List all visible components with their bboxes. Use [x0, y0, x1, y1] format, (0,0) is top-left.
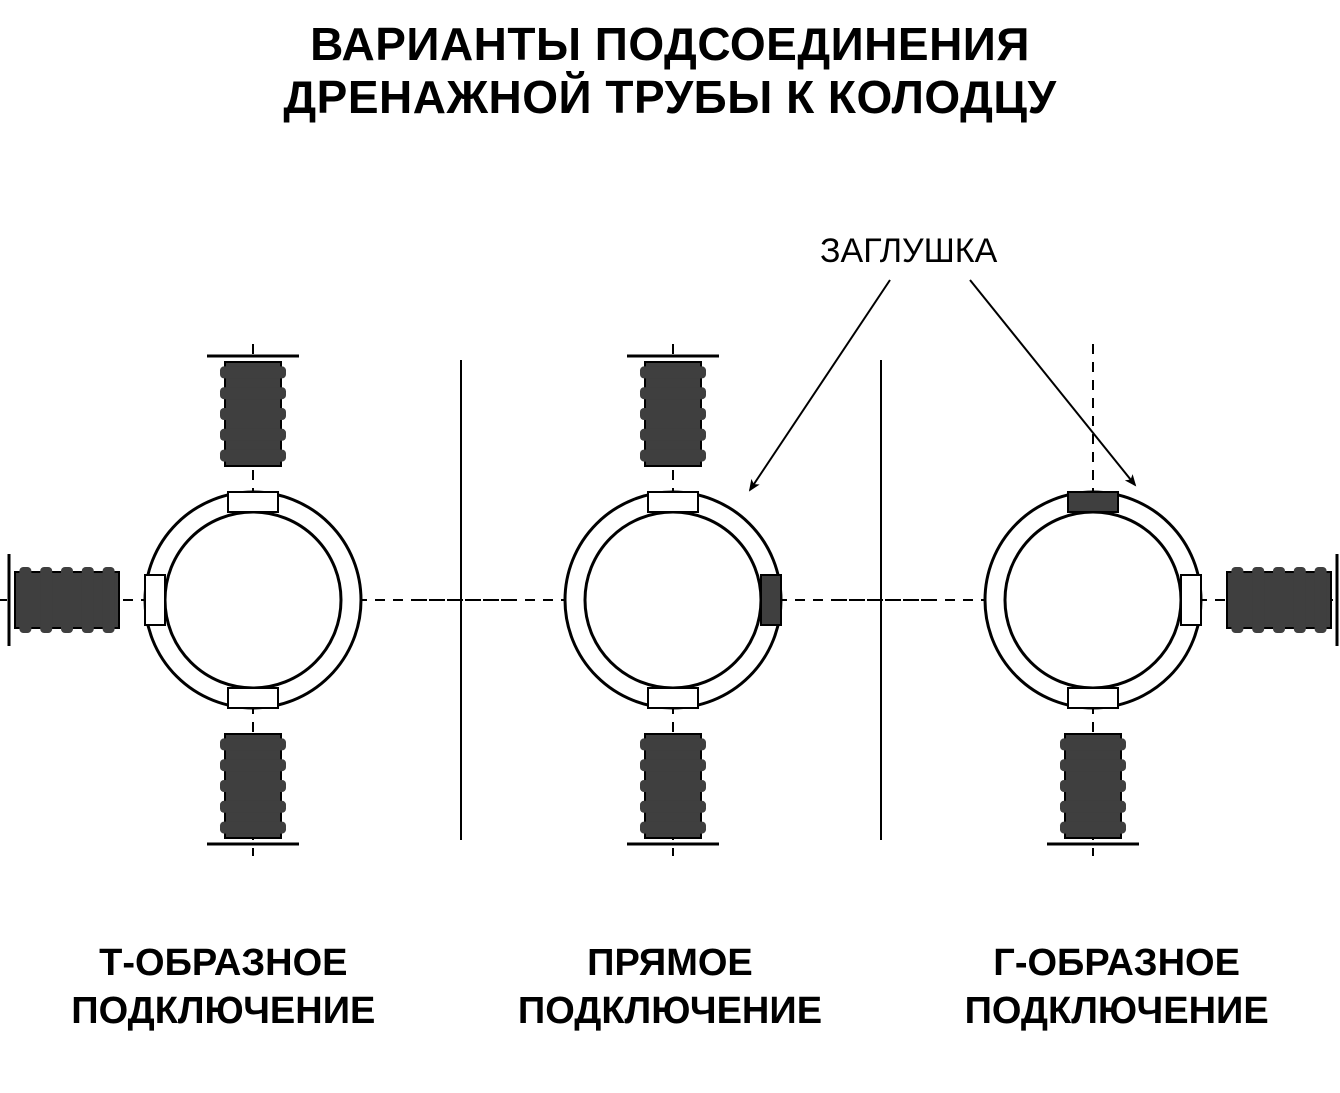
well-outer-ring: [145, 492, 361, 708]
port: [1181, 575, 1201, 625]
pipe-rib: [640, 450, 706, 462]
caption-straight: ПРЯМОЕ ПОДКЛЮЧЕНИЕ: [518, 940, 822, 1035]
pipe-rib: [1294, 567, 1306, 633]
caption-t-line1: Т-ОБРАЗНОЕ: [99, 942, 347, 984]
pipe-rib: [220, 450, 286, 462]
pipe-rib: [640, 387, 706, 399]
pipe-rib: [640, 780, 706, 792]
caption-g-line1: Г-ОБРАЗНОЕ: [993, 942, 1240, 984]
pipe-rib: [640, 429, 706, 441]
callout-arrow: [750, 280, 890, 490]
pipe-rib: [640, 738, 706, 750]
pipe-rib: [220, 408, 286, 420]
caption-t-line2: ПОДКЛЮЧЕНИЕ: [71, 990, 375, 1032]
pipe-rib: [1060, 822, 1126, 834]
pipe-rib: [640, 801, 706, 813]
page: ВАРИАНТЫ ПОДСОЕДИНЕНИЯ ДРЕНАЖНОЙ ТРУБЫ К…: [0, 0, 1340, 1093]
pipe-rib: [1231, 567, 1243, 633]
pipe-rib: [1273, 567, 1285, 633]
caption-g: Г-ОБРАЗНОЕ ПОДКЛЮЧЕНИЕ: [965, 940, 1269, 1035]
port: [228, 492, 278, 512]
plug: [1068, 492, 1118, 512]
pipe-rib: [220, 366, 286, 378]
pipe-rib: [1252, 567, 1264, 633]
pipe-rib: [640, 759, 706, 771]
port: [648, 492, 698, 512]
pipe-rib: [640, 822, 706, 834]
pipe-rib: [220, 429, 286, 441]
caption-straight-line2: ПОДКЛЮЧЕНИЕ: [518, 990, 822, 1032]
pipe-rib: [640, 408, 706, 420]
pipe-rib: [19, 567, 31, 633]
pipe-rib: [1060, 801, 1126, 813]
pipe-rib: [40, 567, 52, 633]
well-outer-ring: [985, 492, 1201, 708]
pipe-rib: [220, 822, 286, 834]
pipe-rib: [220, 780, 286, 792]
callout-arrow: [970, 280, 1135, 485]
captions-row: Т-ОБРАЗНОЕ ПОДКЛЮЧЕНИЕ ПРЯМОЕ ПОДКЛЮЧЕНИ…: [0, 940, 1340, 1035]
pipe-rib: [1315, 567, 1327, 633]
port: [228, 688, 278, 708]
pipe-rib: [61, 567, 73, 633]
pipe-rib: [220, 387, 286, 399]
port: [1068, 688, 1118, 708]
plug: [761, 575, 781, 625]
pipe-rib: [1060, 738, 1126, 750]
pipe-rib: [220, 738, 286, 750]
well-outer-ring: [565, 492, 781, 708]
pipe-rib: [640, 366, 706, 378]
pipe-rib: [220, 759, 286, 771]
pipe-rib: [103, 567, 115, 633]
caption-straight-line1: ПРЯМОЕ: [587, 942, 753, 984]
diagram-svg: [0, 0, 1340, 1093]
caption-g-line2: ПОДКЛЮЧЕНИЕ: [965, 990, 1269, 1032]
pipe-rib: [1060, 759, 1126, 771]
pipe-rib: [220, 801, 286, 813]
caption-t: Т-ОБРАЗНОЕ ПОДКЛЮЧЕНИЕ: [71, 940, 375, 1035]
port: [145, 575, 165, 625]
pipe-rib: [82, 567, 94, 633]
pipe-rib: [1060, 780, 1126, 792]
port: [648, 688, 698, 708]
